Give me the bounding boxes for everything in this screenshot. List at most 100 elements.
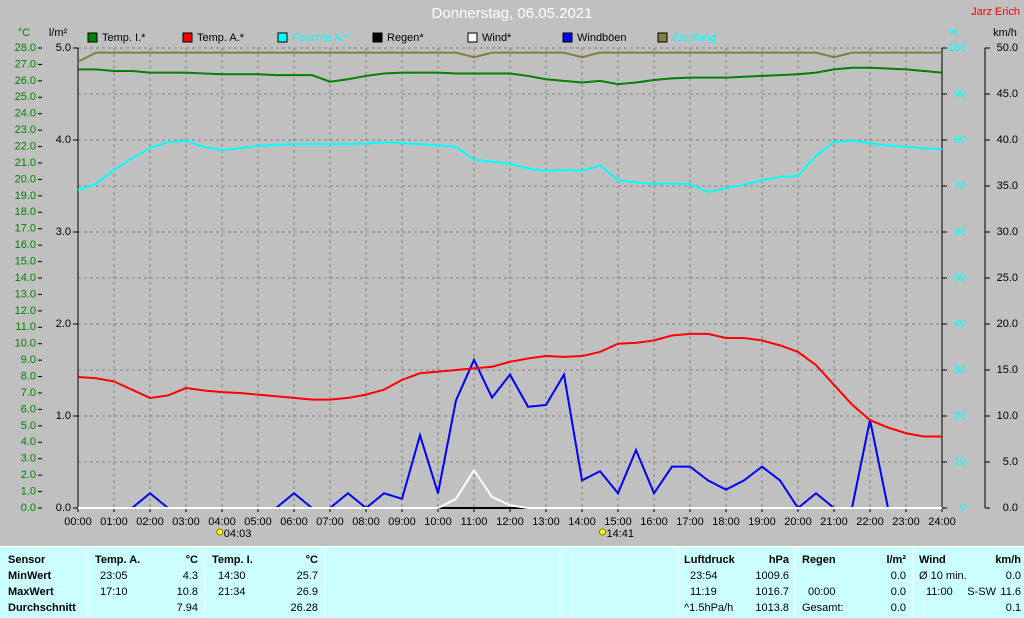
cell: 7.94 — [177, 602, 198, 614]
y-tick-label: 1.0 — [21, 485, 36, 497]
x-tick-label: 24:00 — [928, 516, 956, 528]
y-tick-label: 25.0 — [997, 272, 1018, 284]
y-tick-label: 24.0 — [15, 108, 36, 120]
y-tick-label: 26.0 — [15, 75, 36, 87]
y-tick-label: 0 — [960, 502, 966, 514]
y-tick-label: 10.0 — [15, 338, 36, 350]
cell: 23:54 — [690, 570, 718, 582]
legend-label: Temp. A.* — [197, 32, 245, 44]
x-tick-label: 11:00 — [461, 516, 488, 528]
cell: 1016.7 — [755, 586, 789, 598]
x-tick-label: 20:00 — [784, 516, 812, 528]
y-tick-label: 25.0 — [15, 91, 36, 103]
y-tick-label: 70 — [954, 180, 966, 192]
legend-label: Empfang — [672, 32, 716, 44]
y-tick-label: 21.0 — [15, 157, 36, 169]
y-tick-label: 40 — [954, 318, 966, 330]
x-tick-label: 00:00 — [64, 516, 92, 528]
x-tick-label: 09:00 — [388, 516, 416, 528]
legend-label: Temp. I.* — [102, 32, 146, 44]
y-tick-label: 18.0 — [15, 206, 36, 218]
cell: Temp. A. — [95, 554, 140, 566]
legend-swatch — [372, 32, 383, 43]
y-tick-label: 20.0 — [997, 318, 1018, 330]
y-tick-label: 15.0 — [997, 364, 1018, 376]
cell: Wind — [919, 554, 946, 566]
y-tick-label: 4.0 — [56, 134, 71, 146]
legend-label: Wind* — [482, 32, 512, 44]
stats-table: Sensor MinWert MaxWert Durchschnitt Temp… — [0, 546, 1024, 618]
series-line — [77, 332, 942, 438]
x-tick-label: 06:00 — [280, 516, 308, 528]
y-tick-label: 7.0 — [21, 387, 36, 399]
y-tick-label: 22.0 — [15, 140, 36, 152]
cell: °C — [186, 554, 198, 566]
y-tick-label: 3.0 — [21, 453, 36, 465]
y-tick-label: 40.0 — [997, 134, 1018, 146]
x-tick-label: 14:00 — [568, 516, 596, 528]
y-tick-label: 12.0 — [15, 305, 36, 317]
sun-icon — [216, 528, 224, 536]
y-tick-label: 11.0 — [15, 321, 36, 333]
y-tick-label: 20 — [954, 410, 966, 422]
y-tick-label: 2.0 — [21, 469, 36, 481]
sun-icon — [598, 528, 606, 536]
y-tick-label: 1.0 — [56, 410, 71, 422]
cell: 10.8 — [177, 586, 198, 598]
cell: Gesamt: — [802, 602, 844, 614]
annotation: 14:41 — [606, 528, 634, 540]
x-tick-label: 07:00 — [316, 516, 344, 528]
cell: Sensor — [8, 554, 46, 566]
chart: Donnerstag, 06.05.2021 Jarz Erich °C l/m… — [14, 4, 1020, 540]
cell: 0.0 — [891, 586, 906, 598]
cell: Regen — [802, 554, 836, 566]
x-tick-label: 13:00 — [532, 516, 560, 528]
y-tick-label: 19.0 — [15, 190, 36, 202]
x-tick-label: 17:00 — [676, 516, 704, 528]
cell: 26.28 — [290, 602, 318, 614]
y-tick-label: 90 — [954, 88, 966, 100]
legend-label: Regen* — [387, 32, 424, 44]
y-tick-label: 50 — [954, 272, 966, 284]
cell: 0.0 — [891, 570, 906, 582]
table-bg — [0, 546, 1024, 618]
y3-axis-title: l/m² — [49, 27, 68, 39]
cell: MinWert — [8, 570, 52, 582]
x-tick-label: 01:00 — [100, 516, 128, 528]
legend-swatch — [657, 32, 668, 43]
x-tick-label: 12:00 — [496, 516, 524, 528]
cell: MaxWert — [8, 586, 54, 598]
author: Jarz Erich — [971, 6, 1020, 18]
cell: ^1.5hPa/h — [684, 602, 733, 614]
legend-label: Windböen — [577, 32, 627, 44]
series-line — [77, 51, 942, 63]
x-tick-label: 04:00 — [208, 516, 236, 528]
y-tick-label: 30 — [954, 364, 966, 376]
y-tick-label: 35.0 — [997, 180, 1018, 192]
x-tick-label: 18:00 — [712, 516, 740, 528]
cell: 25.7 — [297, 570, 318, 582]
cell: km/h — [995, 554, 1021, 566]
y-tick-label: 45.0 — [997, 88, 1018, 100]
y-tick-label: 50.0 — [997, 42, 1018, 54]
cell: 00:00 — [808, 586, 836, 598]
y-tick-label: 16.0 — [15, 239, 36, 251]
cell: Ø 10 min. — [919, 570, 967, 582]
cell: 26.9 — [297, 586, 318, 598]
series-line — [78, 468, 942, 509]
y-tick-label: 5.0 — [21, 420, 36, 432]
y-tick-label: 28.0 — [15, 42, 36, 54]
cell: 0.1 — [1006, 602, 1021, 614]
legend-swatch — [182, 32, 193, 43]
y-tick-label: 14.0 — [15, 272, 36, 284]
y-tick-label: 20.0 — [15, 173, 36, 185]
legend-swatch — [277, 32, 288, 43]
x-tick-label: 02:00 — [136, 516, 164, 528]
annotation: 04:03 — [224, 528, 252, 540]
series-line — [78, 66, 943, 86]
cell: 1013.8 — [755, 602, 789, 614]
x-tick-label: 10:00 — [424, 516, 452, 528]
x-tick-label: 19:00 — [748, 516, 776, 528]
series-line — [77, 139, 943, 194]
